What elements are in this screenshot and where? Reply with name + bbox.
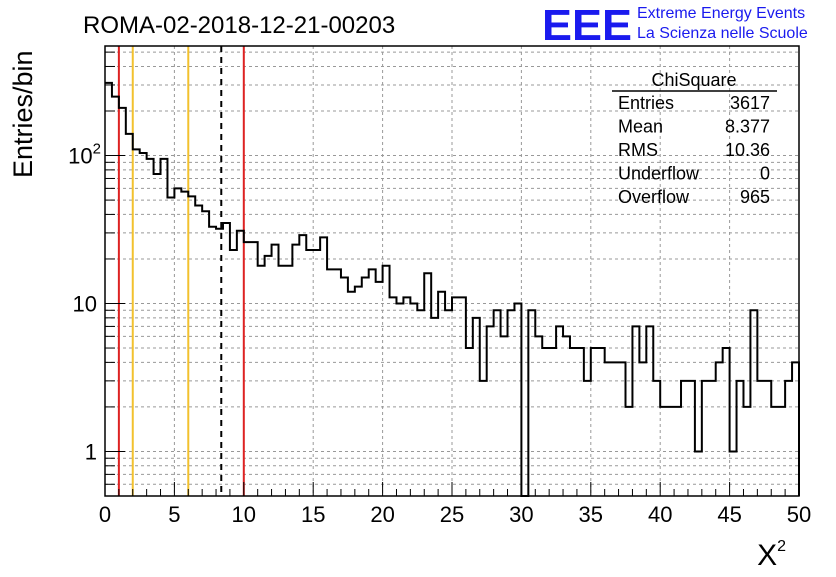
x-tick-label: 35 (579, 502, 603, 527)
stats-row-label: Entries (618, 93, 674, 113)
stats-row-value: 0 (760, 164, 770, 184)
x-tick-label: 25 (440, 502, 464, 527)
x-tick-label: 0 (99, 502, 111, 527)
stats-row-label: RMS (618, 140, 658, 160)
stats-row-value: 10.36 (725, 140, 770, 160)
stats-row-label: Overflow (618, 187, 690, 207)
x-tick-label: 40 (648, 502, 672, 527)
y-axis-label: Entries/bin (8, 50, 38, 178)
x-tick-label: 10 (232, 502, 256, 527)
stats-row-value: 3617 (730, 93, 770, 113)
stats-box: ChiSquare Entries 3617 Mean 8.377 RMS 10.36 Un… (612, 70, 777, 207)
x-tick-label: 15 (301, 502, 325, 527)
x-axis-label-superscript: 2 (777, 538, 786, 555)
stats-row-value: 965 (740, 187, 770, 207)
x-tick-label: 45 (717, 502, 741, 527)
y-tick-label-superscript: 2 (93, 141, 101, 158)
stats-title: ChiSquare (651, 70, 736, 90)
y-tick-label: 10 (73, 292, 97, 317)
reference-lines (117, 46, 245, 496)
x-tick-label: 5 (168, 502, 180, 527)
eee-logo: EEE Extreme Energy Events La Scienza nel… (542, 1, 808, 50)
x-axis-label: X2 (757, 538, 786, 572)
x-axis-label-main: X (757, 539, 777, 572)
x-tick-label: 50 (787, 502, 811, 527)
chart-title: ROMA-02-2018-12-21-00203 (83, 12, 395, 39)
y-tick-label: 102 (68, 141, 101, 169)
y-tick-label-base: 10 (68, 144, 92, 169)
axis-ticks (104, 51, 800, 497)
stats-row-label: Underflow (618, 164, 700, 184)
logo-line-1: Extreme Energy Events (637, 5, 805, 22)
stats-row-label: Mean (618, 117, 663, 137)
stats-row-value: 8.377 (725, 117, 770, 137)
logo-mark: EEE (542, 1, 632, 50)
x-tick-label: 20 (370, 502, 394, 527)
x-tick-label: 30 (509, 502, 533, 527)
logo-line-2: La Scienza nelle Scuole (637, 25, 808, 42)
y-tick-label: 1 (85, 439, 97, 464)
histogram-outline (105, 81, 800, 497)
x-tick-labels: 0 5 10 15 20 25 30 35 40 45 50 (99, 502, 811, 527)
stats-rows: Entries 3617 Mean 8.377 RMS 10.36 Underflow 0 Ov… (618, 93, 770, 207)
